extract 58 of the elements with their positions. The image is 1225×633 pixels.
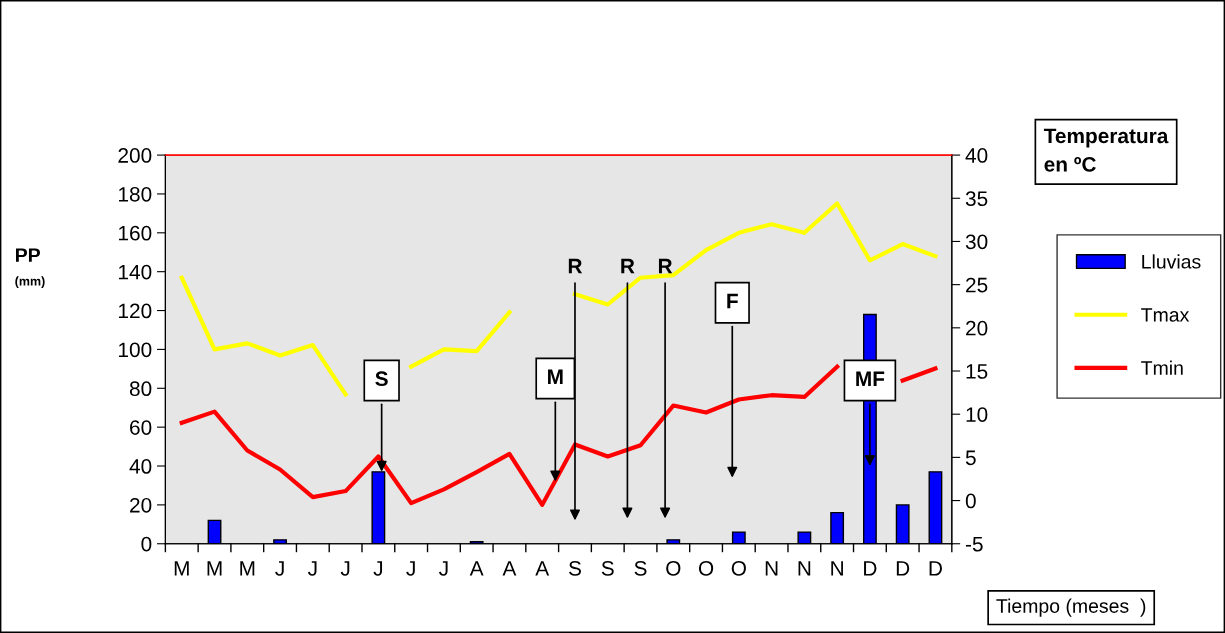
y2-tick-label: 40: [965, 148, 988, 163]
y-tick-label: 0: [141, 536, 152, 552]
x-tick-label: J: [406, 561, 415, 576]
x-tick-label: J: [340, 561, 350, 576]
annotation: R: [658, 258, 673, 274]
legend-label: Tmin: [1141, 360, 1183, 375]
y2-tick-label: 15: [966, 364, 988, 379]
x-tick-label: N: [831, 561, 843, 576]
y-tick-label: 160: [119, 225, 152, 241]
y-tick-label: 200: [118, 148, 152, 163]
legend-label: Lluvias: [1142, 254, 1201, 269]
y-tick-label: 60: [130, 420, 152, 435]
annotation: MF: [856, 371, 885, 386]
y2-tick-label: 5: [965, 450, 976, 466]
x-tick-label: O: [666, 560, 681, 576]
x-tick-label: J: [275, 561, 284, 576]
y-tick-label: 120: [119, 303, 152, 319]
y-tick-label: 180: [119, 186, 152, 202]
x-tick-label: M: [207, 561, 222, 576]
annotation: F: [727, 293, 738, 309]
y2-tick-label: 20: [966, 320, 988, 336]
y2-axis-title: Temperatura en ºC: [1043, 128, 1169, 172]
annotation: S: [375, 371, 388, 387]
x-tick-label: J: [307, 561, 317, 576]
y2-tick-label: 25: [966, 277, 988, 293]
x-tick-label: A: [535, 561, 550, 576]
y2-tick-label: 10: [966, 407, 988, 422]
x-tick-label: A: [502, 561, 517, 576]
annotation: M: [548, 369, 563, 384]
x-tick-label: O: [698, 560, 714, 576]
x-tick-label: A: [469, 561, 484, 576]
x-tick-label: J: [373, 561, 383, 576]
legend-label: Tmax: [1141, 308, 1190, 322]
x-tick-label: S: [568, 560, 581, 576]
annotation: R: [621, 258, 635, 274]
x-axis-title: Tiempo (meses ): [996, 598, 1146, 617]
x-tick-label: S: [601, 560, 614, 576]
x-tick-label: N: [765, 561, 778, 576]
x-tick-label: N: [798, 561, 811, 576]
y2-tick-label: -5: [965, 536, 983, 552]
y2-tick-label: 0: [965, 493, 976, 509]
y-axis-title: PP (mm): [15, 248, 45, 289]
x-tick-label: O: [731, 560, 746, 576]
y2-tick-label: 30: [965, 234, 988, 250]
y-tick-label: 80: [129, 381, 152, 397]
x-tick-label: D: [929, 561, 942, 576]
x-tick-label: S: [634, 560, 647, 576]
x-tick-label: M: [240, 561, 255, 576]
y-tick-label: 20: [130, 497, 152, 513]
y-tick-label: 140: [119, 264, 152, 280]
x-tick-label: J: [439, 561, 448, 576]
x-tick-label: D: [864, 561, 877, 576]
y-tick-label: 40: [129, 459, 152, 474]
y2-tick-label: 35: [965, 191, 988, 207]
annotation: R: [568, 258, 583, 274]
y-tick-label: 100: [119, 342, 152, 358]
x-tick-label: D: [896, 561, 910, 576]
x-tick-label: M: [174, 561, 189, 576]
